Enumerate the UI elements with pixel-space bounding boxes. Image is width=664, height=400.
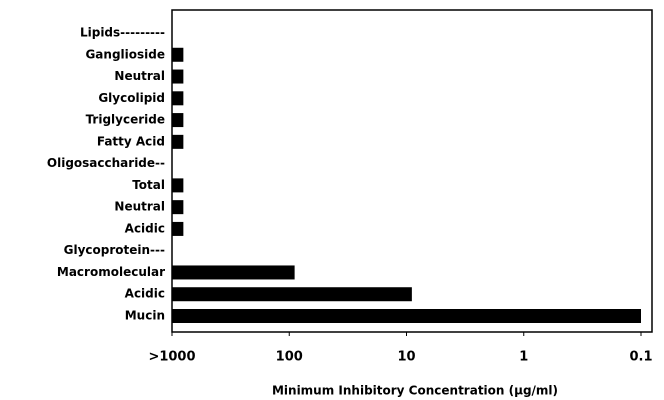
- x-tick-label: 0.1: [629, 350, 652, 365]
- y-tick-label: Oligosaccharide--: [47, 156, 165, 170]
- y-tick-label: Mucin: [125, 309, 165, 323]
- y-tick-label: Triglyceride: [86, 113, 165, 127]
- bar: [172, 200, 184, 215]
- x-tick-label: 1: [519, 350, 528, 365]
- y-tick-label: Glycoprotein---: [64, 243, 165, 257]
- y-tick-label: Ganglioside: [85, 47, 165, 61]
- y-tick-label: Fatty Acid: [97, 134, 165, 148]
- bar: [172, 265, 295, 280]
- y-tick-label: Macromolecular: [57, 265, 165, 279]
- bar: [172, 309, 641, 323]
- x-tick-label: 100: [276, 350, 303, 365]
- bar: [172, 113, 184, 128]
- y-tick-label: Lipids---------: [80, 26, 165, 40]
- bar: [172, 221, 184, 236]
- y-tick-label: Neutral: [114, 69, 165, 83]
- y-tick-label: Glycolipid: [98, 91, 165, 105]
- y-tick-label: Neutral: [114, 200, 165, 214]
- x-tick-label: >1000: [148, 350, 195, 365]
- y-tick-label: Total: [132, 178, 165, 192]
- x-axis-label: Minimum Inhibitory Concentration (µg/ml): [272, 384, 558, 398]
- y-tick-label: Acidic: [125, 287, 165, 301]
- bar: [172, 134, 184, 149]
- bar: [172, 91, 184, 106]
- y-tick-label: Acidic: [125, 221, 165, 235]
- x-tick-label: 10: [397, 350, 415, 365]
- bar: [172, 287, 412, 302]
- plot-frame: [171, 9, 653, 333]
- bar: [172, 69, 184, 84]
- bar: [172, 178, 184, 193]
- bar: [172, 47, 184, 62]
